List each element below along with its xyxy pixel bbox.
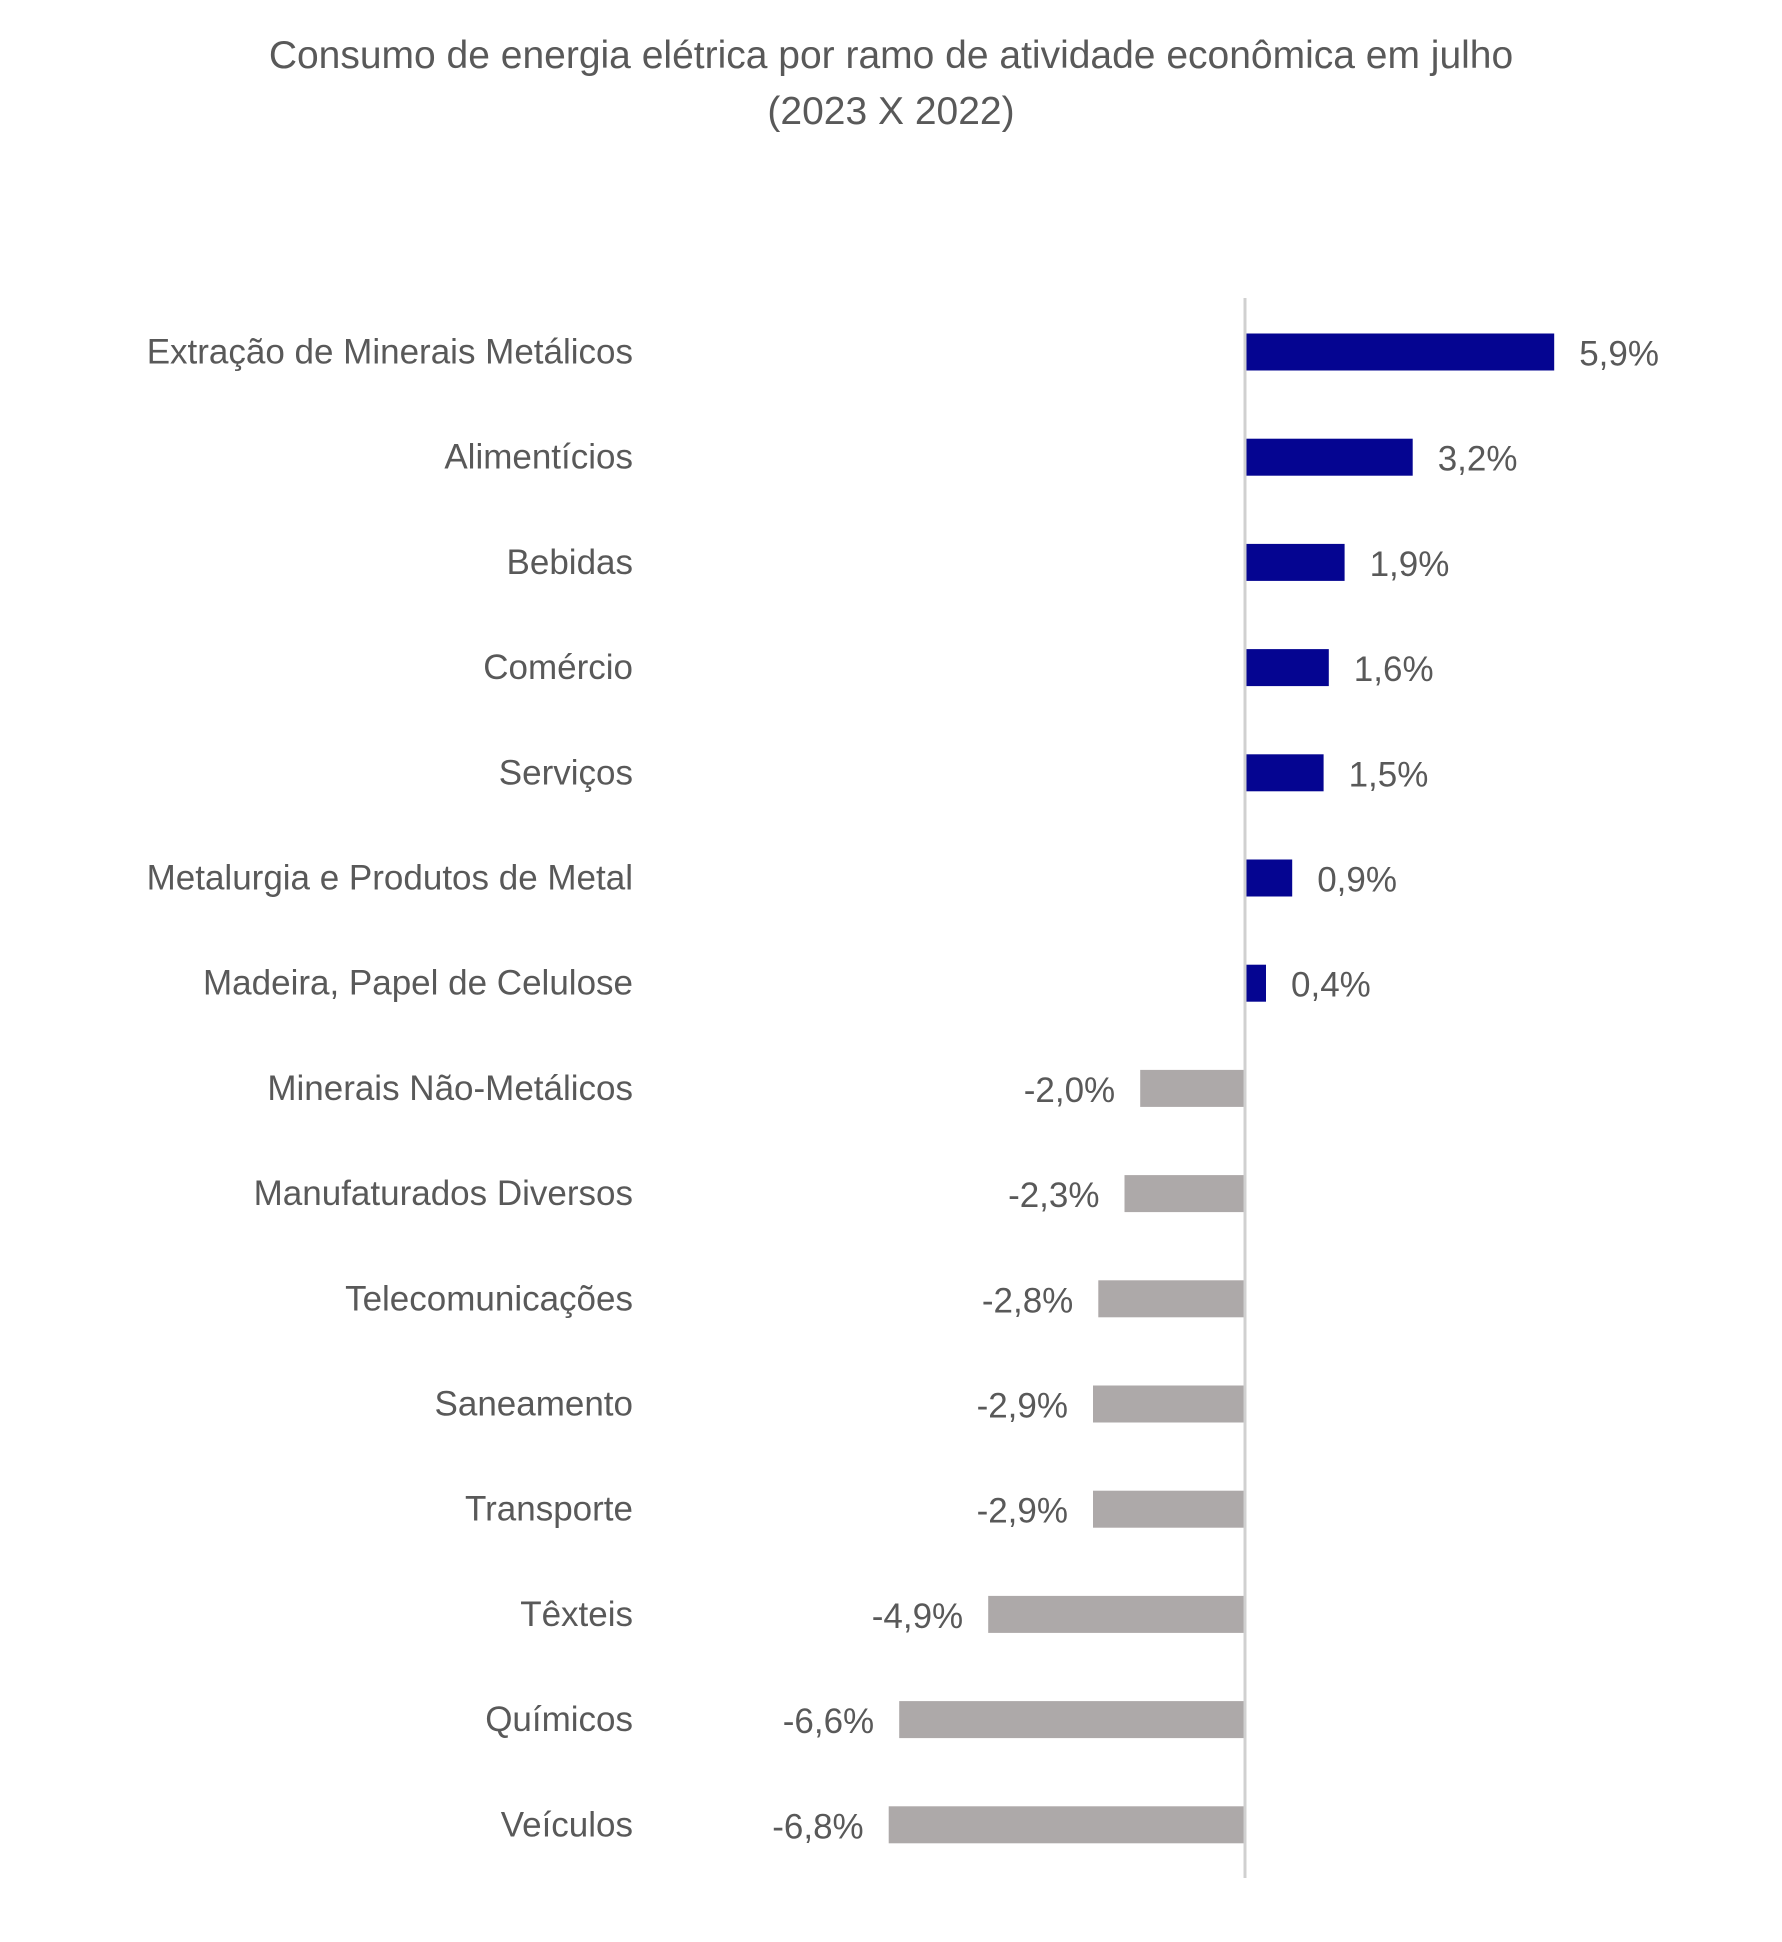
data-label: -2,3%	[1008, 1176, 1099, 1215]
bar-positive	[1245, 649, 1329, 687]
chart-subtitle: (2023 X 2022)	[767, 90, 1015, 133]
bars-layer: Extração de Minerais Metálicos 5,9% Alimen…	[147, 333, 1659, 1847]
category-label: Saneamento	[435, 1385, 633, 1424]
category-label: Têxteis	[520, 1595, 633, 1634]
chart-title-main: Consumo de energia elétrica por ramo de …	[268, 34, 1514, 77]
bar-negative	[1093, 1490, 1245, 1528]
bar-positive	[1245, 333, 1555, 371]
bar-negative	[1093, 1385, 1245, 1423]
bar-negative	[1098, 1280, 1245, 1318]
data-label: 0,9%	[1317, 861, 1397, 900]
data-label: 5,9%	[1579, 335, 1659, 374]
data-label: -4,9%	[872, 1597, 963, 1636]
data-label: 0,4%	[1291, 966, 1371, 1005]
data-label: 1,5%	[1349, 755, 1429, 794]
data-label: -2,0%	[1024, 1071, 1115, 1110]
bar-negative	[1124, 1175, 1245, 1213]
category-label: Telecomunicações	[345, 1279, 633, 1318]
category-label: Transporte	[465, 1490, 633, 1529]
category-label: Químicos	[485, 1700, 633, 1739]
category-label: Veículos	[501, 1805, 633, 1844]
data-label: -2,9%	[977, 1492, 1068, 1531]
category-label: Serviços	[499, 753, 633, 792]
bar-positive	[1245, 964, 1266, 1002]
bar-positive	[1245, 754, 1324, 792]
bar-negative	[1140, 1069, 1245, 1107]
category-label: Metalurgia e Produtos de Metal	[147, 859, 633, 898]
bar-negative	[988, 1595, 1245, 1633]
category-label: Alimentícios	[444, 438, 633, 477]
bar-positive	[1245, 438, 1413, 476]
category-label: Bebidas	[507, 543, 633, 582]
bar-negative	[899, 1701, 1245, 1739]
bar-positive	[1245, 543, 1345, 581]
category-label: Minerais Não-Metálicos	[267, 1069, 633, 1108]
data-label: 1,9%	[1370, 545, 1450, 584]
chart-title: Consumo de energia elétrica por ramo de …	[0, 28, 1782, 140]
data-label: -2,8%	[982, 1281, 1073, 1320]
bar-positive	[1245, 859, 1293, 897]
data-label: -6,8%	[772, 1807, 863, 1846]
data-label: -2,9%	[977, 1387, 1068, 1426]
data-label: 3,2%	[1438, 440, 1518, 479]
data-label: -6,6%	[783, 1702, 874, 1741]
category-label: Extração de Minerais Metálicos	[147, 333, 633, 372]
data-label: 1,6%	[1354, 650, 1434, 689]
bar-negative	[888, 1806, 1245, 1844]
category-label: Manufaturados Diversos	[254, 1174, 633, 1213]
category-label: Comércio	[483, 648, 633, 687]
category-label: Madeira, Papel de Celulose	[203, 964, 633, 1003]
